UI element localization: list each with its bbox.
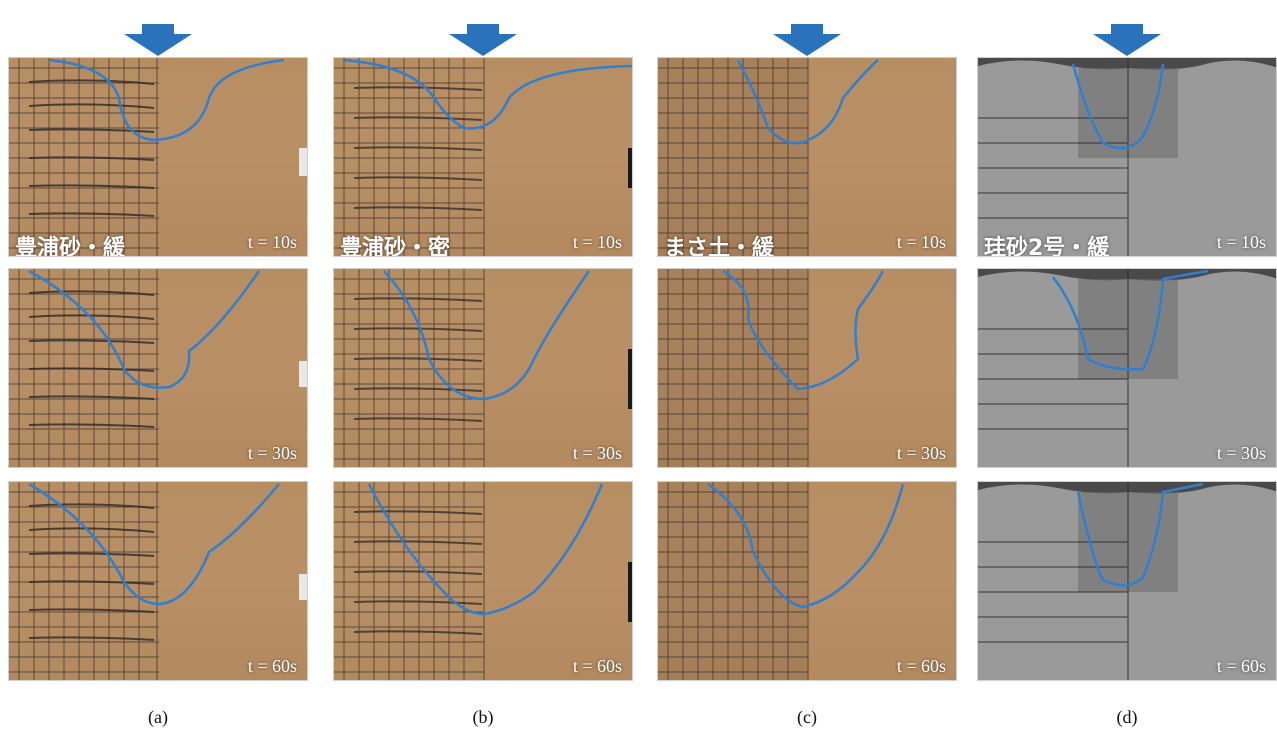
panel-c-60s: t = 60s	[657, 481, 957, 681]
time-label: t = 30s	[1216, 443, 1266, 463]
panel-a-60s: t = 60s	[8, 481, 308, 681]
grid-photo	[658, 482, 905, 680]
panel-d-60s: t = 60s	[977, 481, 1277, 681]
load-arrow-icon	[449, 24, 517, 56]
sample-label: まさ土・緩	[664, 236, 775, 257]
column-a: 豊浦砂・緩 t = 10s t = 30s	[8, 0, 308, 747]
time-label: t = 60s	[572, 656, 622, 676]
grid-photo	[658, 269, 885, 467]
column-c: まさ土・緩 t = 10s t = 30s t = 60s (c)	[657, 0, 957, 747]
grid-photo	[334, 58, 632, 256]
sample-label: 珪砂2号・緩	[984, 236, 1110, 257]
panel-b-10s: 豊浦砂・密 t = 10s	[333, 57, 633, 257]
time-label: t = 30s	[247, 443, 297, 463]
caption: (a)	[148, 707, 168, 727]
time-label: t = 30s	[572, 443, 622, 463]
caption: (c)	[797, 707, 817, 727]
sample-label: 豊浦砂・密	[340, 236, 451, 257]
grid-photo	[9, 482, 307, 680]
panel-c-30s: t = 30s	[657, 268, 957, 468]
panel-d-10s: 珪砂2号・緩 t = 10s	[977, 57, 1277, 257]
load-arrow-icon	[773, 24, 841, 56]
column-d: 珪砂2号・緩 t = 10s t = 30s t = 60s	[977, 0, 1277, 747]
panel-b-60s: t = 60s	[333, 481, 633, 681]
grid-photo	[334, 269, 632, 467]
time-label: t = 30s	[896, 443, 946, 463]
time-label: t = 60s	[247, 656, 297, 676]
caption: (b)	[472, 707, 494, 727]
time-label: t = 60s	[1216, 656, 1266, 676]
grid-photo	[978, 269, 1276, 467]
panel-c-10s: まさ土・緩 t = 10s	[657, 57, 957, 257]
time-label: t = 60s	[896, 656, 946, 676]
grid-photo	[978, 482, 1276, 680]
grid-photo	[658, 58, 879, 256]
time-label: t = 10s	[1216, 232, 1266, 252]
load-arrow-icon	[1093, 24, 1161, 56]
sample-label: 豊浦砂・緩	[15, 236, 126, 257]
time-label: t = 10s	[572, 232, 622, 252]
grid-photo	[978, 58, 1276, 256]
time-label: t = 10s	[247, 232, 297, 252]
panel-a-10s: 豊浦砂・緩 t = 10s	[8, 57, 308, 257]
grid-photo	[9, 269, 307, 467]
time-label: t = 10s	[896, 232, 946, 252]
column-b: 豊浦砂・密 t = 10s t = 30s	[333, 0, 633, 747]
grid-photo	[9, 58, 307, 256]
grid-photo	[334, 482, 632, 680]
panel-b-30s: t = 30s	[333, 268, 633, 468]
load-arrow-icon	[124, 24, 192, 56]
caption: (d)	[1116, 707, 1138, 727]
panel-a-30s: t = 30s	[8, 268, 308, 468]
panel-d-30s: t = 30s	[977, 268, 1277, 468]
